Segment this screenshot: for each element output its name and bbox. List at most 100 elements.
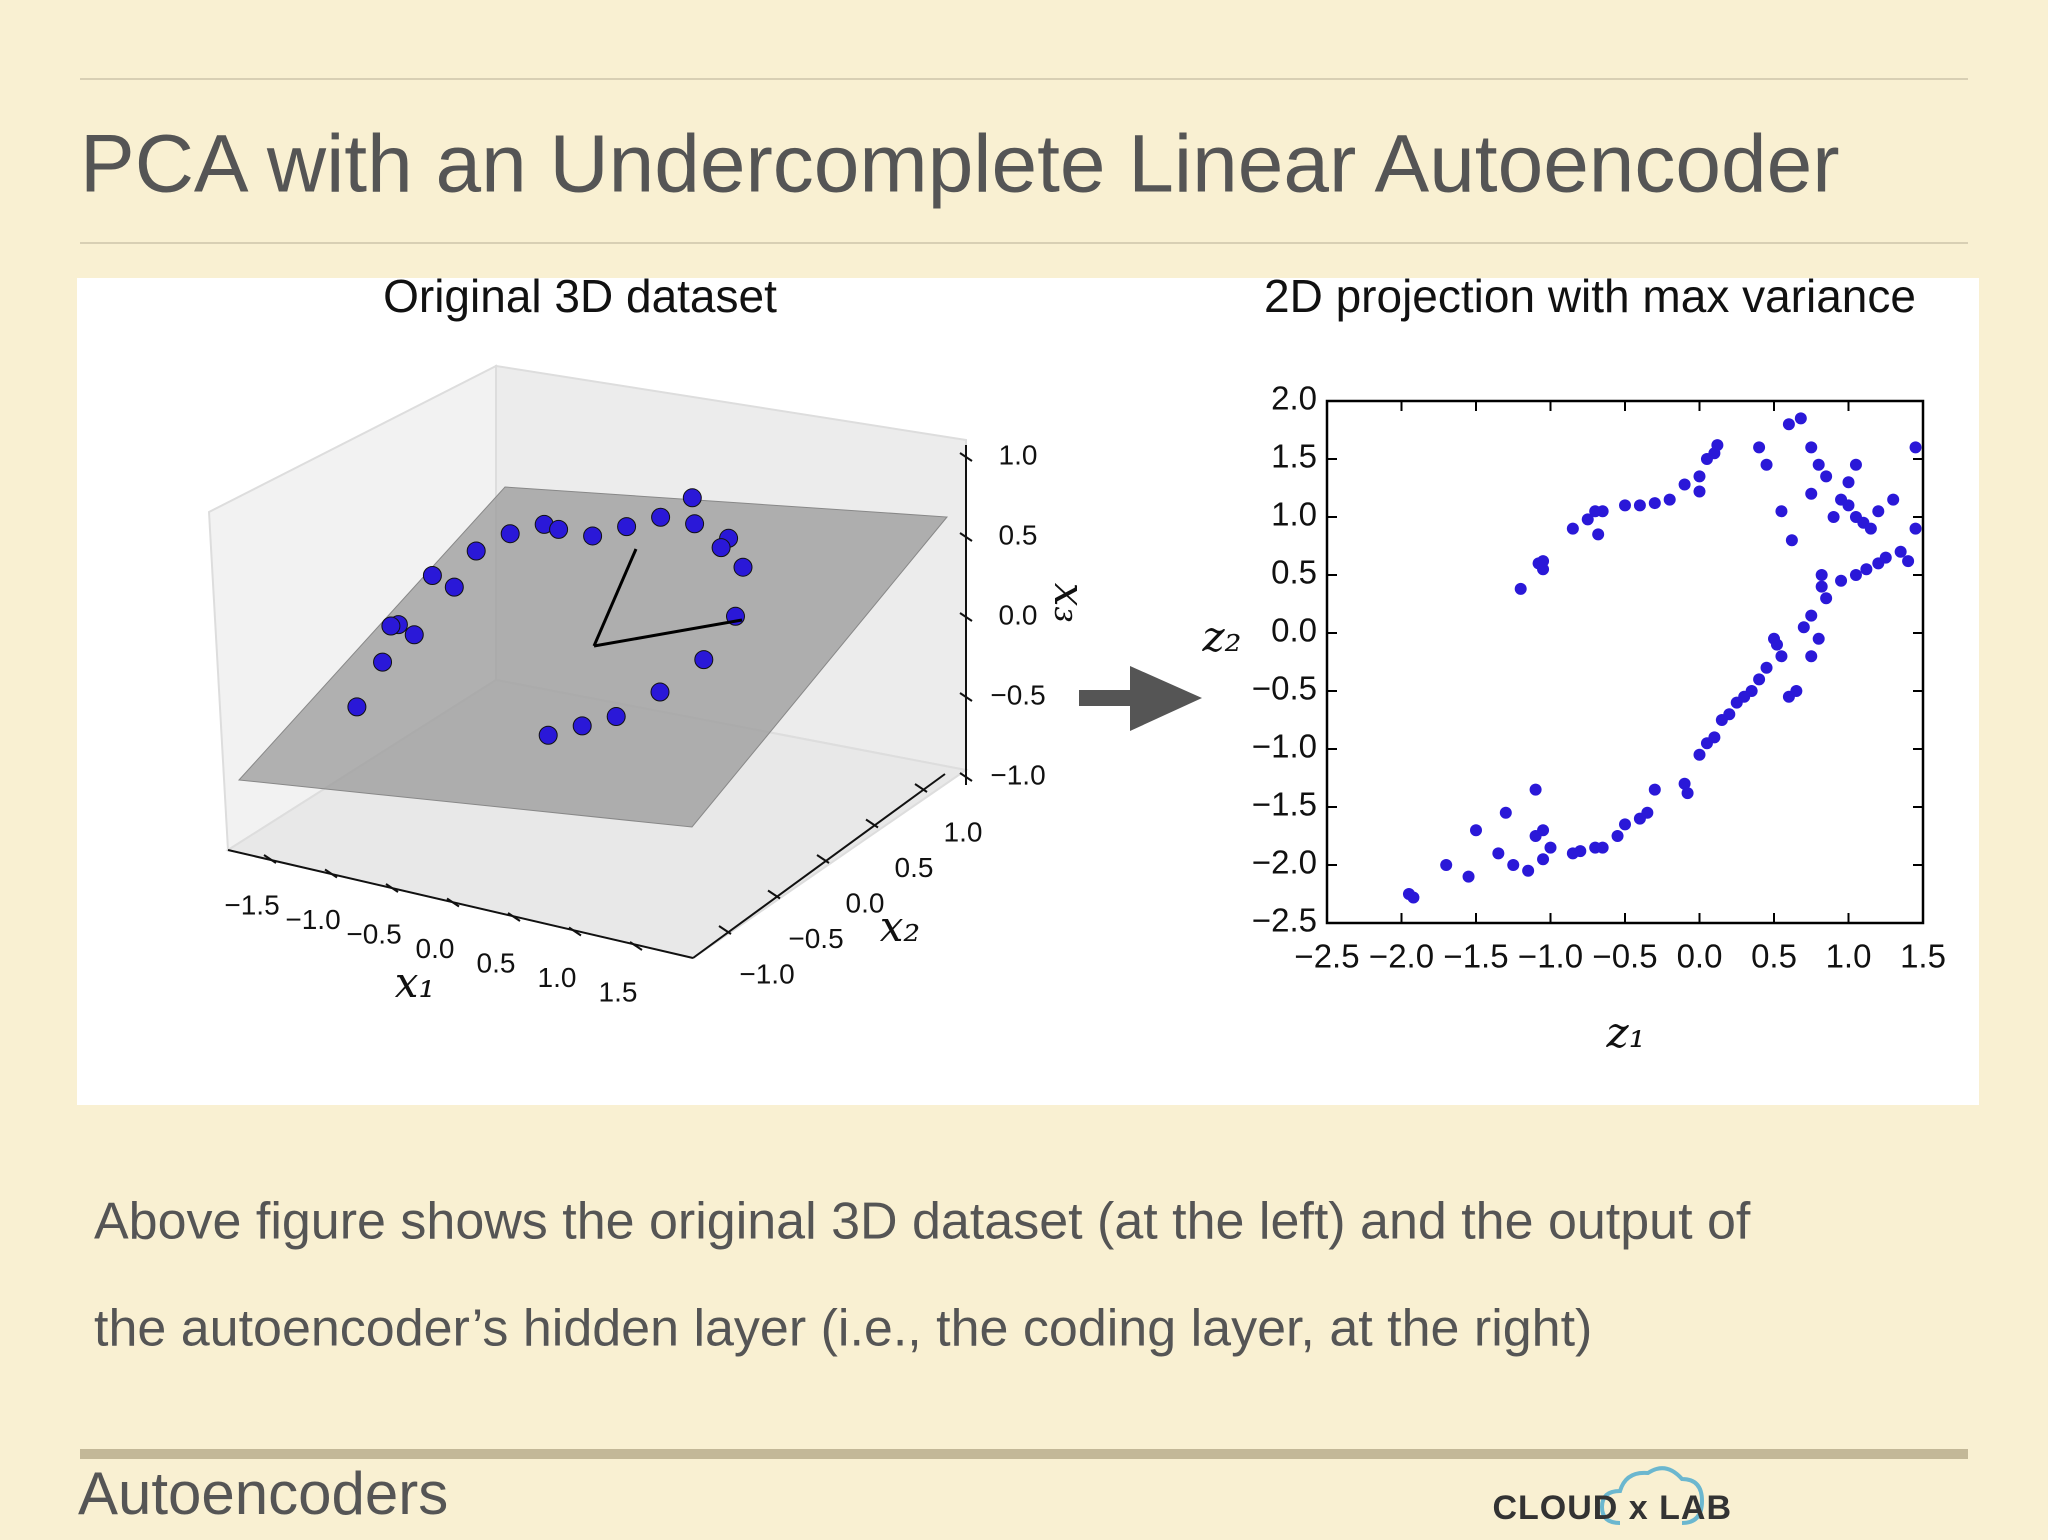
point [1407,891,1420,904]
axis-label: x₁ [395,958,436,1007]
point [1805,650,1818,663]
y-tick-label: −0.5 [1252,670,1317,707]
tick-mark [324,868,338,879]
point [1753,441,1766,454]
point [1678,478,1691,491]
x-tick-label: 0.0 [1677,938,1723,975]
point [549,519,569,539]
point [347,697,367,717]
point [1775,505,1788,518]
point [1790,685,1803,697]
point [1507,859,1520,871]
point [606,707,626,727]
x-tick-label: −1.0 [1518,938,1583,975]
logo: CLOUD x LAB [1492,1489,1732,1527]
point [1902,555,1915,568]
point [711,538,731,558]
point [1842,476,1855,489]
point [1879,551,1892,564]
point [1693,485,1706,498]
arrow-body [1079,690,1140,706]
point [1596,505,1609,518]
y-tick-label: −2.5 [1252,902,1317,939]
point [1864,522,1877,535]
point [1462,870,1475,883]
tick-mark [959,452,973,462]
point [1589,841,1602,854]
y-tick-label: −1.0 [1252,728,1317,765]
logo-icon [1599,1466,1705,1525]
point [1544,841,1557,854]
point [1648,497,1661,510]
point [1849,458,1862,471]
point [1566,847,1579,860]
x-tick-label: −0.5 [1592,938,1657,975]
tick-mark [507,912,521,922]
chart-title: Original 3D dataset [383,270,777,322]
point [572,716,592,736]
tick-label: −1.0 [285,904,340,935]
point [1812,458,1825,471]
point [1872,505,1885,518]
x-tick-label: 0.5 [1751,938,1797,975]
point [1860,563,1873,576]
point [733,557,753,577]
point [583,526,603,546]
point [1782,418,1795,431]
tick-mark [959,612,973,622]
point [538,725,558,745]
plane [237,486,949,828]
point [1678,777,1691,790]
tick-label: 1.0 [999,439,1038,470]
point [1592,528,1605,541]
point [1815,569,1828,581]
point [1805,487,1818,500]
y-tick-label: 1.5 [1271,438,1317,475]
point [1785,534,1798,547]
tick-label: −1.5 [224,889,279,920]
point [1794,412,1807,425]
axis-label: z₁ [1606,1008,1646,1057]
point [381,616,401,636]
tick-mark [959,532,973,542]
point [422,566,442,585]
point [404,625,424,645]
axis-label: x₃ [1045,583,1094,624]
tick-mark [385,883,399,893]
caption-line: Above figure shows the original 3D datas… [94,1193,1751,1251]
point [1532,557,1545,570]
tick-label: 1.0 [944,816,983,847]
tick-mark [816,854,830,864]
point [1753,673,1766,686]
point [1700,737,1713,750]
point [1815,580,1828,593]
point [694,650,714,670]
point [1849,569,1862,581]
point [500,524,520,544]
point [1648,783,1661,796]
point [1820,470,1833,483]
tick-mark [767,889,781,900]
point [1760,458,1773,471]
tick-mark [914,783,928,793]
y-tick-label: −2.0 [1252,844,1317,881]
tick-mark [629,941,643,951]
tick-mark [446,897,460,908]
point [1835,574,1848,587]
point [1887,493,1900,506]
points-3d [347,488,753,745]
caption-line: the autoencoder’s hidden layer (i.e., th… [94,1300,1592,1358]
point [1522,864,1535,877]
tick-mark [263,854,277,864]
tick-label: 0.5 [999,519,1038,550]
point [1805,609,1818,622]
point [1529,830,1542,842]
tick-label: −0.5 [346,918,401,949]
point [685,514,705,534]
tick-mark [865,818,879,829]
tick-mark [959,772,973,782]
y-tick-label: 0.0 [1271,612,1317,649]
y-tick-label: 2.0 [1271,380,1317,417]
